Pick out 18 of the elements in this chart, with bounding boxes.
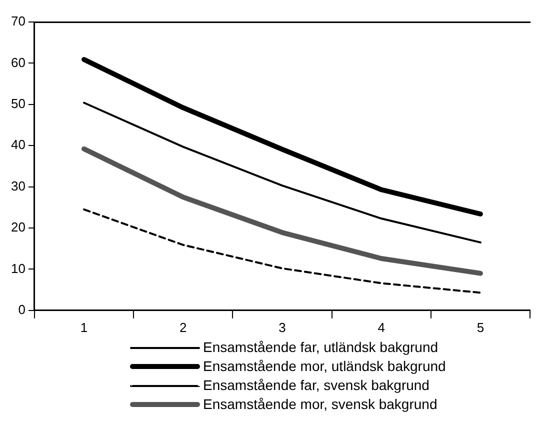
x-tick-label: 2 [180,320,187,335]
y-tick-label: 70 [10,14,26,29]
x-tick-label: 4 [378,320,385,335]
x-tick-label: 5 [476,320,484,335]
y-tick-label: 20 [10,220,26,235]
y-tick-label: 0 [18,302,26,317]
line-series [83,208,482,294]
y-tick-label: 40 [10,137,26,152]
y-tick-label: 10 [10,260,26,276]
legend-label: Ensamstående far, svensk bakgrund [203,376,430,395]
x-tick-label: 3 [278,320,286,335]
legend-label: Ensamstående far, utländsk bakgrund [203,338,438,357]
y-tick-label: 30 [10,178,26,194]
y-tick-label: 60 [10,54,26,70]
legend-label: Ensamstående mor, svensk bakgrund [203,395,438,414]
y-tick-label: 50 [10,96,26,111]
legend-label: Ensamstående mor, utländsk bakgrund [203,357,446,376]
x-tick-label: 1 [80,320,88,335]
